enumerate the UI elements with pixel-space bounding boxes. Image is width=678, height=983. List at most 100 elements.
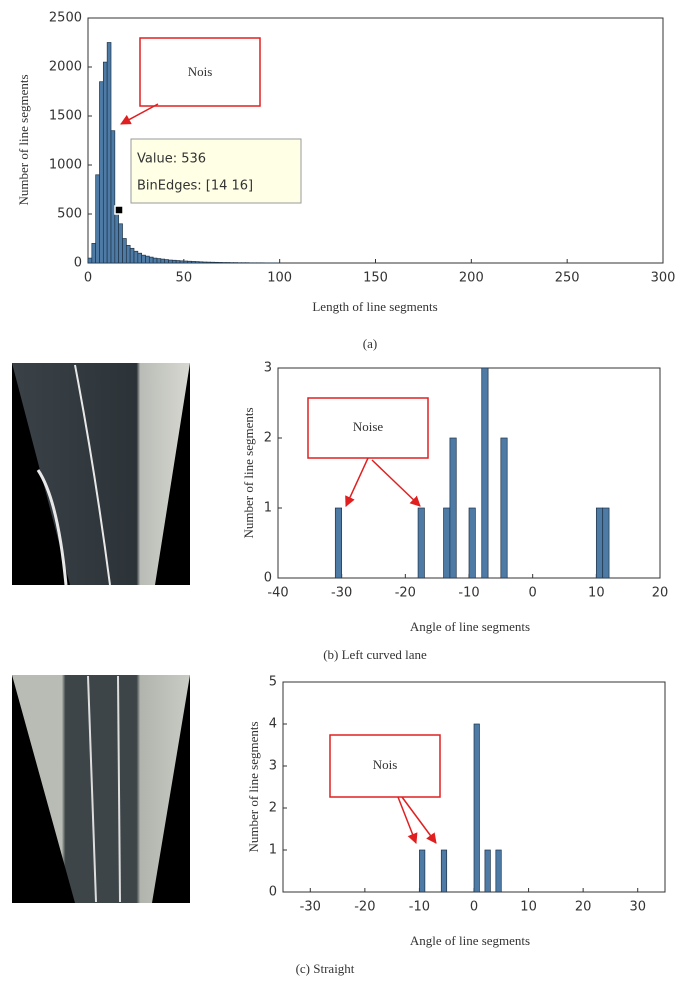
bar [417, 507, 425, 579]
bar [500, 437, 508, 579]
datatip-marker [114, 205, 124, 215]
x-tick-label: 200 [459, 271, 484, 286]
x-tick-label: 0 [84, 271, 92, 286]
x-tick-label: -30 [300, 900, 321, 915]
bar [210, 261, 215, 264]
y-axis-label: Number of line segments [16, 74, 31, 205]
x-tick-label: 100 [267, 271, 292, 286]
annotation-box [329, 734, 441, 798]
x-tick-label: 0 [529, 586, 537, 601]
bar [129, 247, 135, 264]
x-axis-label: Angle of line segments [410, 933, 530, 948]
y-tick-label: 2000 [49, 60, 82, 75]
caption: (a) [363, 336, 377, 351]
y-axis-label: Number of line segments [241, 407, 256, 538]
x-tick-label: 150 [363, 271, 388, 286]
bar [419, 849, 426, 893]
annotation-arrow [397, 796, 418, 844]
caption: (b) Left curved lane [323, 647, 427, 662]
road-image-straight [12, 675, 190, 903]
bar [125, 245, 131, 264]
datatip-text: BinEdges: [14 16] [137, 179, 253, 194]
bar [484, 849, 491, 893]
bar [133, 250, 139, 264]
bar [122, 238, 127, 264]
x-tick-label: -10 [458, 586, 479, 601]
bar [106, 42, 112, 264]
bar [95, 174, 100, 264]
y-tick-label: 2500 [49, 11, 82, 26]
bar [187, 260, 192, 264]
bar [171, 259, 177, 264]
y-tick-label: 3 [269, 759, 277, 774]
bar [179, 260, 185, 264]
bar [87, 257, 93, 264]
caption: (c) Straight [296, 961, 355, 976]
bar [156, 258, 162, 264]
bar [99, 81, 104, 264]
y-tick-label: 0 [74, 256, 82, 271]
bar [595, 507, 604, 579]
bar [602, 507, 610, 579]
bar [202, 261, 208, 264]
bar [152, 257, 158, 264]
x-tick-label: 20 [575, 900, 592, 915]
bar [206, 261, 212, 264]
x-tick-label: 250 [555, 271, 580, 286]
bar [449, 437, 457, 579]
annotation-box [139, 37, 261, 107]
annotation-arrow [120, 103, 159, 125]
bar [194, 261, 200, 264]
histogram-panel: -40 -30 -20 -10 0 10 20 0 1 2 3 Angle of line segme… [241, 361, 668, 662]
x-axis-label: Angle of line segments [410, 619, 530, 634]
y-tick-label: 1000 [49, 158, 82, 173]
x-tick-label: -20 [395, 586, 416, 601]
bar [141, 254, 146, 264]
bar [495, 849, 502, 893]
bar [334, 507, 343, 579]
annotation: Noise [353, 419, 384, 434]
y-axis-label: Number of line segments [246, 721, 261, 852]
y-tick-label: 2 [269, 801, 277, 816]
annotation: Nois [373, 757, 398, 772]
y-tick-label: 1 [264, 501, 272, 516]
x-tick-label: 20 [652, 586, 669, 601]
bar [481, 367, 489, 579]
bar [110, 130, 116, 264]
x-tick-label: 10 [588, 586, 605, 601]
bar [114, 210, 120, 264]
y-tick-label: 1500 [49, 109, 82, 124]
x-tick-label: -30 [331, 586, 352, 601]
bar [468, 507, 476, 579]
bar [214, 261, 219, 264]
x-tick-label: -10 [409, 900, 430, 915]
bar [440, 849, 448, 893]
annotation-arrow [401, 796, 437, 844]
bar [198, 261, 204, 264]
y-tick-label: 0 [264, 571, 272, 586]
bar [102, 61, 108, 264]
road-image-left-curve [12, 363, 190, 586]
x-tick-label: -20 [354, 900, 375, 915]
bar [160, 258, 166, 264]
x-tick-label: 30 [629, 900, 646, 915]
histogram-panel: -30 -20 -10 0 10 20 30 0 1 2 3 4 5 Angle of line segm… [246, 675, 666, 976]
bar [473, 723, 480, 893]
x-tick-label: 50 [176, 271, 193, 286]
y-tick-label: 1 [269, 843, 277, 858]
y-tick-label: 0 [269, 885, 277, 900]
y-tick-label: 500 [57, 207, 82, 222]
bar [164, 259, 169, 264]
bar [191, 261, 196, 264]
y-tick-label: 3 [264, 361, 272, 376]
bar [137, 252, 143, 264]
histogram-panel: 0 50 100 150 200 250 300 0 500 1000 1500 2000 2500 Le… [16, 11, 675, 351]
datatip-box [130, 138, 302, 204]
y-tick-label: 4 [269, 717, 277, 732]
x-tick-label: 0 [470, 900, 478, 915]
annotation: Nois [188, 64, 213, 79]
x-tick-label: 300 [651, 271, 676, 286]
bar [175, 260, 181, 264]
bar [168, 259, 173, 264]
